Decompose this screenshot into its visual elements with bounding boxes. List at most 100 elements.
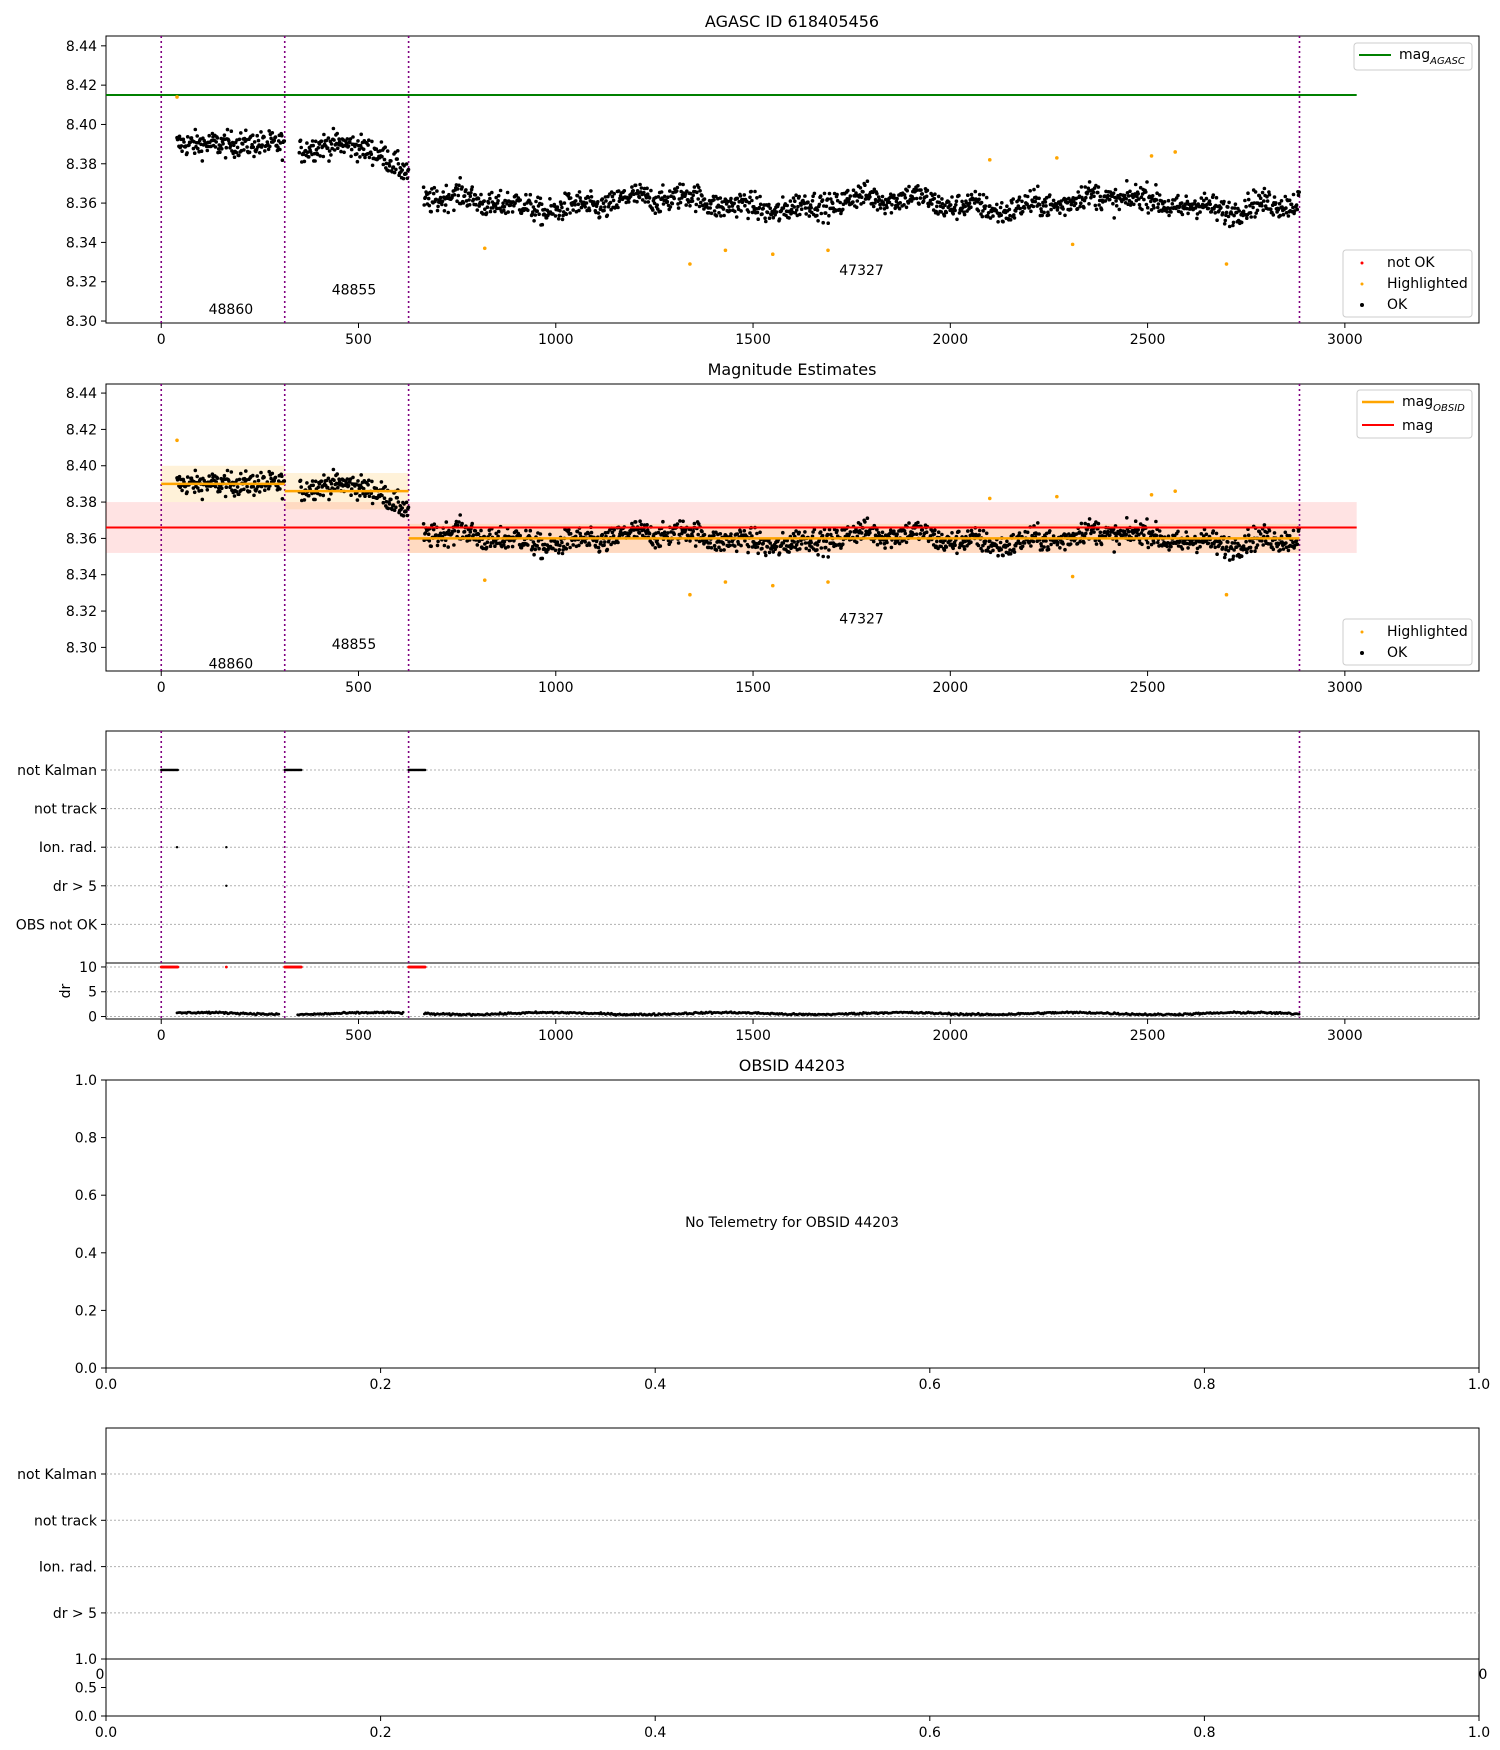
ok-point — [322, 473, 326, 477]
ok-point — [401, 176, 406, 181]
y-tick-label: 8.30 — [66, 314, 97, 330]
ok-point — [907, 521, 911, 525]
ok-point — [972, 201, 977, 205]
ok-point — [1219, 540, 1223, 545]
ok-point — [370, 163, 375, 168]
ok-point — [1018, 206, 1022, 211]
ok-point — [579, 199, 583, 203]
ok-point — [1078, 539, 1082, 544]
ok-point — [302, 498, 307, 502]
ok-point — [988, 216, 993, 220]
ok-point — [981, 192, 986, 197]
ok-point — [395, 157, 400, 161]
ok-point — [560, 217, 565, 222]
ok-point — [1150, 194, 1155, 198]
ok-point — [506, 545, 511, 549]
ok-point — [1206, 541, 1211, 546]
ok-point — [897, 206, 902, 211]
ok-point — [467, 198, 471, 202]
ok-point — [381, 162, 386, 167]
ok-point — [213, 484, 218, 489]
ok-point — [438, 195, 443, 200]
ok-point — [192, 490, 197, 495]
ok-point — [1043, 200, 1048, 204]
ok-point — [577, 190, 582, 194]
ok-point — [431, 527, 436, 532]
flag-label: OBS not OK — [16, 917, 98, 933]
ok-point — [806, 200, 810, 204]
highlighted-point — [723, 580, 728, 584]
ok-point — [355, 159, 360, 164]
ok-point — [1123, 529, 1127, 534]
ok-point — [1137, 532, 1141, 537]
ok-point — [228, 143, 233, 148]
ok-point — [825, 532, 830, 537]
ok-point — [432, 185, 437, 190]
ok-point — [678, 182, 682, 186]
ok-point — [1146, 545, 1151, 550]
ok-point — [735, 196, 740, 201]
ok-point — [1142, 533, 1146, 537]
ok-point — [1267, 528, 1272, 533]
ok-point — [986, 545, 991, 550]
ok-point — [356, 479, 360, 483]
ok-point — [318, 154, 323, 158]
ok-point — [244, 469, 248, 473]
ok-point — [502, 539, 507, 544]
ok-point — [571, 543, 575, 547]
ok-point — [460, 521, 464, 526]
ok-point — [819, 211, 824, 216]
ok-point — [1112, 550, 1116, 554]
ok-point — [947, 200, 951, 204]
ok-point — [728, 208, 732, 213]
ok-point — [1028, 189, 1032, 193]
ok-point — [904, 540, 909, 545]
ok-point — [897, 541, 902, 546]
x-tick-label: 500 — [345, 680, 372, 696]
ok-point — [1113, 531, 1117, 535]
ok-point — [934, 209, 938, 214]
ok-point — [332, 148, 337, 152]
ok-point — [858, 522, 863, 527]
ok-point — [229, 470, 234, 474]
ok-point — [380, 493, 384, 498]
ok-point — [385, 149, 390, 153]
ok-point — [1061, 542, 1065, 546]
ok-point — [311, 483, 316, 488]
ok-point — [690, 199, 695, 203]
ok-point — [1176, 529, 1180, 534]
ok-point — [305, 481, 309, 485]
ok-point — [568, 545, 572, 550]
ok-point — [259, 470, 263, 475]
ok-point — [438, 531, 443, 536]
ok-point — [486, 201, 491, 205]
ok-point — [1111, 201, 1115, 206]
ok-point — [562, 201, 567, 205]
ok-point — [252, 493, 256, 498]
ok-point — [999, 547, 1003, 552]
ok-point — [768, 206, 772, 210]
ok-point — [1094, 207, 1099, 212]
ok-point — [240, 142, 245, 146]
ok-point — [1249, 549, 1253, 554]
ok-point — [841, 207, 845, 212]
ok-point — [462, 529, 467, 534]
ok-point — [596, 200, 600, 204]
ok-point — [442, 209, 447, 213]
x-tick-label: 1500 — [735, 1028, 771, 1044]
ok-point — [1091, 190, 1096, 194]
ok-point — [1020, 199, 1024, 204]
ok-point — [270, 131, 275, 135]
ok-point — [1233, 202, 1238, 206]
ok-point — [205, 148, 210, 153]
ok-point — [697, 539, 702, 544]
ok-point — [640, 198, 645, 202]
ok-point — [255, 133, 259, 138]
ok-point — [944, 545, 949, 549]
ok-point — [717, 545, 721, 550]
ok-point — [888, 192, 893, 196]
ok-point — [455, 523, 460, 528]
ok-point — [479, 528, 483, 533]
ok-point — [1215, 218, 1219, 222]
legend-label-not-ok: not OK — [1387, 255, 1435, 271]
